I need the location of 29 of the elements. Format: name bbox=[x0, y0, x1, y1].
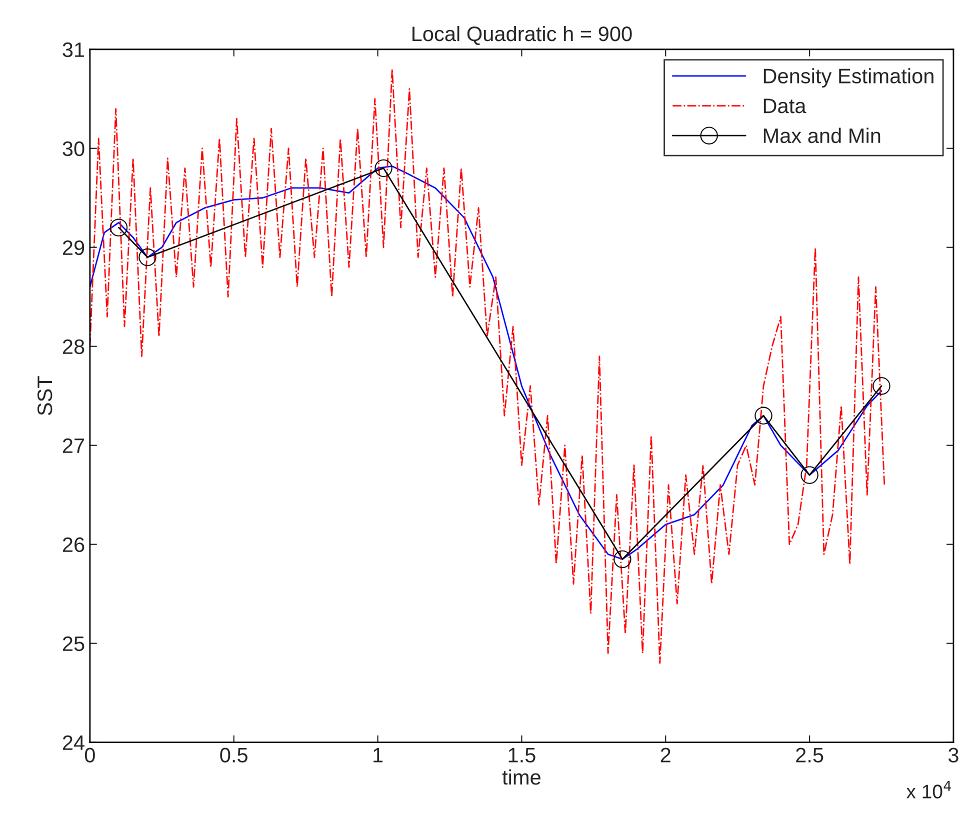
y-tick-label: 26 bbox=[62, 537, 84, 552]
x-tick-label: 0 bbox=[84, 748, 95, 763]
y-tick-label: 24 bbox=[62, 735, 84, 750]
y-tick-label: 30 bbox=[62, 141, 84, 156]
point bbox=[138, 248, 156, 266]
x-tick-label: 1 bbox=[374, 748, 383, 762]
y-axis-title: SST bbox=[37, 376, 52, 416]
x-tick-label: 3 bbox=[948, 748, 958, 763]
point bbox=[374, 159, 392, 178]
y-tick-label: 27 bbox=[62, 438, 84, 453]
point bbox=[110, 218, 128, 236]
x-axis-title: time bbox=[502, 769, 540, 785]
point bbox=[872, 377, 890, 395]
legend-label: Max and Min bbox=[764, 128, 880, 144]
point bbox=[614, 550, 632, 568]
point bbox=[754, 406, 772, 425]
x-tick-label: 0.5 bbox=[220, 748, 248, 763]
y-tick-label: 31 bbox=[62, 42, 84, 58]
x-tick-label: 2.5 bbox=[796, 748, 824, 763]
legend-label: Density Estimation bbox=[764, 68, 934, 88]
y-tick-label: 29 bbox=[62, 240, 84, 256]
chart-title: Local Quadratic h = 900 bbox=[412, 26, 632, 45]
y-tick-label: 28 bbox=[62, 339, 84, 354]
x-tick-label: 1.5 bbox=[508, 748, 536, 763]
text: x 10$^{4}$ bbox=[906, 780, 952, 798]
legend-label: Data bbox=[764, 98, 806, 114]
y-tick-label: 25 bbox=[62, 636, 84, 652]
x-tick-label: 2 bbox=[660, 748, 670, 762]
point bbox=[800, 466, 818, 484]
